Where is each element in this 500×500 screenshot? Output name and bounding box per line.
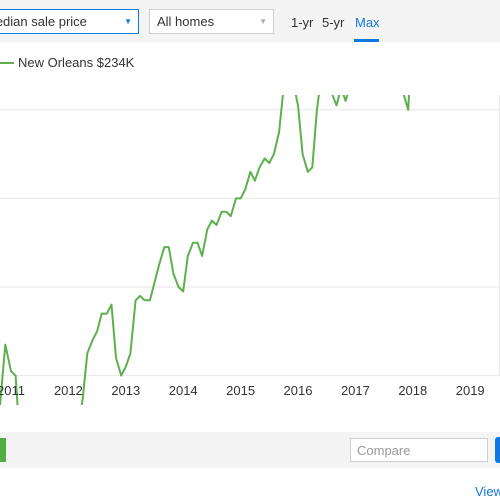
- legend-swatch: [0, 62, 14, 64]
- metric-select[interactable]: Median sale price ▼: [0, 9, 139, 34]
- chevron-down-icon: ▼: [124, 17, 132, 26]
- range-5yr-button[interactable]: 5-yr: [322, 15, 345, 30]
- chevron-down-icon: ▼: [259, 17, 267, 26]
- chart-toolbar: Median sale price ▼ All homes ▼ 1-yr 5-y…: [0, 0, 500, 42]
- compare-input[interactable]: [350, 438, 488, 462]
- x-tick-label: 2014: [169, 383, 198, 398]
- view-link[interactable]: View: [475, 484, 500, 499]
- x-tick-label: 2011: [0, 383, 25, 398]
- active-range-indicator: [354, 39, 379, 42]
- chart-grid: [0, 95, 500, 377]
- home-type-select[interactable]: All homes ▼: [149, 9, 274, 34]
- metric-select-value: Median sale price: [0, 14, 87, 29]
- series-line-new-orleans: [0, 95, 410, 405]
- legend-label: New Orleans $234K: [18, 55, 135, 70]
- series-layer: [0, 95, 410, 405]
- x-axis-tick-labels: 2011 2012 2013 2014 2015 2016 2017 2018 2019: [0, 383, 485, 398]
- x-tick-label: 2012: [54, 383, 83, 398]
- x-tick-label: 2019: [456, 383, 485, 398]
- range-1yr-button[interactable]: 1-yr: [291, 15, 314, 30]
- x-tick-label: 2017: [341, 383, 370, 398]
- range-max-button[interactable]: Max: [355, 15, 380, 30]
- x-tick-label: 2016: [284, 383, 313, 398]
- green-action-button[interactable]: [0, 438, 6, 462]
- price-line-chart: 2011 2012 2013 2014 2015 2016 2017 2018 2019: [0, 95, 500, 405]
- x-tick-label: 2018: [398, 383, 427, 398]
- compare-submit-button[interactable]: [495, 437, 500, 463]
- home-type-select-value: All homes: [157, 14, 215, 29]
- x-tick-label: 2015: [226, 383, 255, 398]
- x-tick-label: 2013: [111, 383, 140, 398]
